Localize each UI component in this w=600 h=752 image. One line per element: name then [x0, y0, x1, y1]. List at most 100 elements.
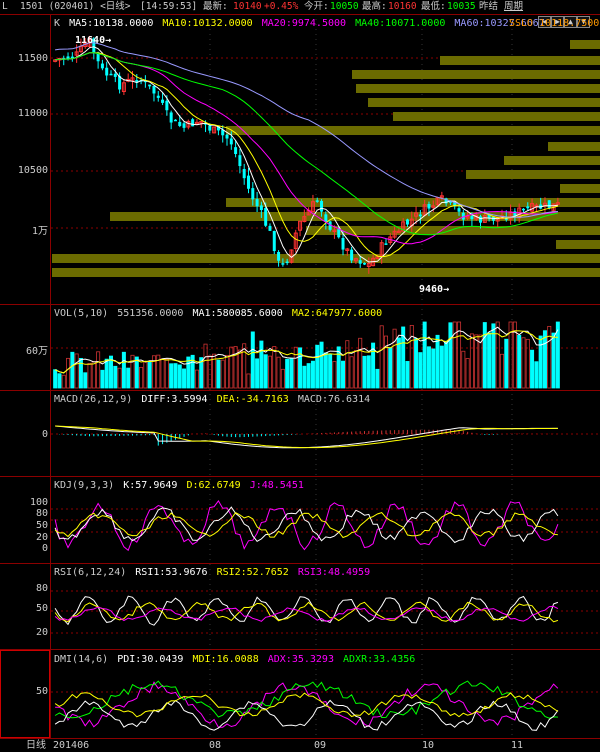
candle-up [121, 82, 126, 93]
volume-bar [267, 355, 272, 389]
quote-time: [14:59:53] [140, 1, 198, 12]
candle-down [165, 100, 169, 111]
zoom-in-icon[interactable]: ▲ [564, 16, 577, 28]
volume-bar [328, 353, 333, 389]
volume-bar [53, 369, 58, 389]
high-price-marker: 11640→ [75, 35, 112, 46]
rsi-y-20: 20 [35, 627, 48, 638]
volume-bar [87, 362, 92, 389]
volume-bar [194, 369, 199, 389]
volume-bar [530, 349, 535, 389]
volume-bar [109, 355, 114, 389]
volume-bar [491, 323, 496, 389]
arrow-left-icon[interactable]: ◀ [538, 16, 551, 28]
volume-bar [207, 355, 212, 389]
vol-ma2-line [54, 330, 558, 374]
candle-up [310, 201, 315, 213]
volume-bar [259, 340, 264, 389]
rsi1-line [54, 595, 559, 626]
candle-down [216, 125, 220, 131]
candle-down [178, 121, 182, 126]
macd-dea: DEA:-34.7163 [216, 394, 289, 405]
candle-down [208, 125, 212, 131]
kdj-j-line [54, 499, 559, 552]
vol-title: VOL(5,10) [54, 308, 109, 319]
dmi-title: DMI(14,6) [54, 654, 109, 665]
candle-up [392, 230, 397, 238]
zoom-out-icon[interactable]: ▼ [577, 16, 590, 28]
volume-bar [298, 347, 303, 389]
period-button[interactable]: 周期 [504, 1, 524, 12]
candle-down [521, 208, 525, 211]
volume-bar [160, 358, 165, 389]
candle-down [444, 198, 448, 204]
ma5-label: MA5:10138.0000 [69, 18, 154, 29]
dmi-pdi-line [54, 699, 559, 731]
ma60-label: MA60:10327.6667 [454, 18, 545, 29]
candle-down [453, 201, 457, 207]
y-label-11500: 11500 [17, 53, 48, 64]
volume-bar [422, 321, 427, 389]
volume-profile-bar [226, 126, 600, 135]
panel-divider-kdj [0, 476, 600, 477]
rsi-panel-title: RSI(6,12,24) RSI1:53.9676 RSI2:52.7652 R… [54, 567, 373, 579]
change-percent: +0.45% [264, 1, 299, 12]
rsi3-line [54, 605, 559, 622]
high-value: 10160 [388, 1, 417, 12]
candle-down [182, 123, 186, 128]
volume-profile-bar [466, 170, 600, 179]
rsi3: RSI3:48.4959 [297, 567, 371, 578]
volume-bar [478, 334, 483, 389]
candle-down [328, 221, 332, 230]
kdj-d: D:62.6749 [186, 480, 241, 491]
candle-down [547, 200, 551, 208]
candle-down [161, 99, 165, 103]
candle-up [499, 215, 504, 220]
volume-bar [126, 367, 131, 389]
volume-profile-bar [504, 156, 600, 165]
volume-bar [289, 357, 294, 389]
volume-bar [521, 337, 526, 389]
low-price-marker: 9460→ [419, 284, 450, 295]
kdj-panel-title: KDJ(9,3,3) K:57.9649 D:62.6749 J:48.5451 [54, 480, 307, 492]
ma5-line [55, 46, 558, 263]
volume-bar [96, 351, 101, 389]
candle-down [277, 251, 281, 261]
candle-up [353, 258, 358, 262]
candle-down [156, 95, 160, 98]
kdj-y-100: 100 [29, 497, 48, 508]
arrow-right-icon[interactable]: ▶ [551, 16, 564, 28]
volume-bar [448, 322, 453, 389]
kdj-y-20: 20 [35, 532, 48, 543]
dmi-adxr-line [54, 680, 558, 719]
volume-bar [117, 367, 122, 389]
volume-bar [414, 338, 419, 389]
candle-up [401, 221, 406, 232]
volume-bar [418, 352, 423, 389]
volume-bar [379, 325, 384, 389]
dmi-selected-frame[interactable] [0, 650, 50, 738]
candle-down [109, 73, 113, 76]
vol-panel-title: VOL(5,10) 551356.0000 MA1:580085.6000 MA… [54, 308, 385, 320]
candle-down [251, 188, 255, 200]
volume-bar [66, 357, 71, 389]
ma10-line [55, 52, 559, 258]
xaxis-period[interactable]: 日线 [26, 740, 46, 751]
candle-down [238, 155, 242, 167]
candle-down [246, 175, 250, 189]
candle-down [358, 260, 362, 264]
volume-bar [336, 346, 341, 389]
volume-bar [461, 350, 466, 389]
symbol-label[interactable]: 1501 (020401) <日线> [20, 1, 131, 12]
dmi-adxr: ADXR:33.4356 [343, 654, 416, 665]
volume-bar [371, 342, 376, 389]
volume-bar [100, 369, 105, 389]
volume-bar [212, 353, 217, 389]
xaxis-label-10: 10 [422, 740, 435, 751]
volume-bar [555, 321, 560, 389]
quote-header-bar: L 1501 (020401) <日线> [14:59:53] 最新: 1014… [0, 0, 600, 14]
dmi-mdi: MDI:16.0088 [192, 654, 259, 665]
candle-down [324, 214, 328, 222]
volume-bar [104, 358, 109, 389]
